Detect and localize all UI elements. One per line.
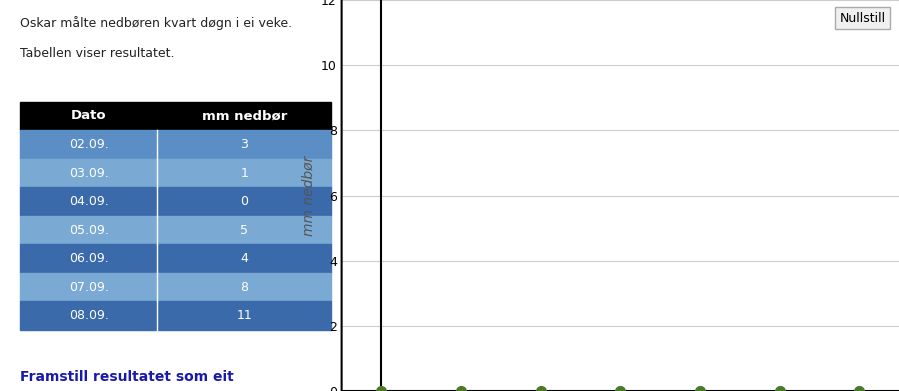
Text: 06.09.: 06.09. <box>69 252 109 265</box>
Bar <box>21 244 332 273</box>
Text: 1: 1 <box>240 167 248 179</box>
Text: 5: 5 <box>240 224 248 237</box>
Text: 08.09.: 08.09. <box>69 309 109 322</box>
Text: Nullstill: Nullstill <box>840 12 886 25</box>
Y-axis label: mm nedbør: mm nedbør <box>301 155 316 236</box>
Bar <box>21 159 332 187</box>
Bar <box>21 187 332 216</box>
Text: 03.09.: 03.09. <box>69 167 109 179</box>
Text: Tabellen viser resultatet.: Tabellen viser resultatet. <box>21 47 175 60</box>
Bar <box>21 273 332 301</box>
Text: Framstill resultatet som eit: Framstill resultatet som eit <box>21 370 235 384</box>
Bar <box>21 301 332 330</box>
Text: Oskar målte nedbøren kvart døgn i ei veke.: Oskar målte nedbøren kvart døgn i ei vek… <box>21 16 292 30</box>
Text: Dato: Dato <box>71 109 107 122</box>
Bar <box>21 102 332 130</box>
Bar <box>21 130 332 159</box>
Text: 4: 4 <box>240 252 248 265</box>
Text: 8: 8 <box>240 281 248 294</box>
Text: 07.09.: 07.09. <box>69 281 109 294</box>
Text: 11: 11 <box>236 309 253 322</box>
Text: 04.09.: 04.09. <box>69 195 109 208</box>
Text: 3: 3 <box>240 138 248 151</box>
Bar <box>21 216 332 244</box>
Text: 02.09.: 02.09. <box>69 138 109 151</box>
Text: 05.09.: 05.09. <box>69 224 109 237</box>
Text: mm nedbør: mm nedbør <box>201 109 287 122</box>
Text: 0: 0 <box>240 195 248 208</box>
